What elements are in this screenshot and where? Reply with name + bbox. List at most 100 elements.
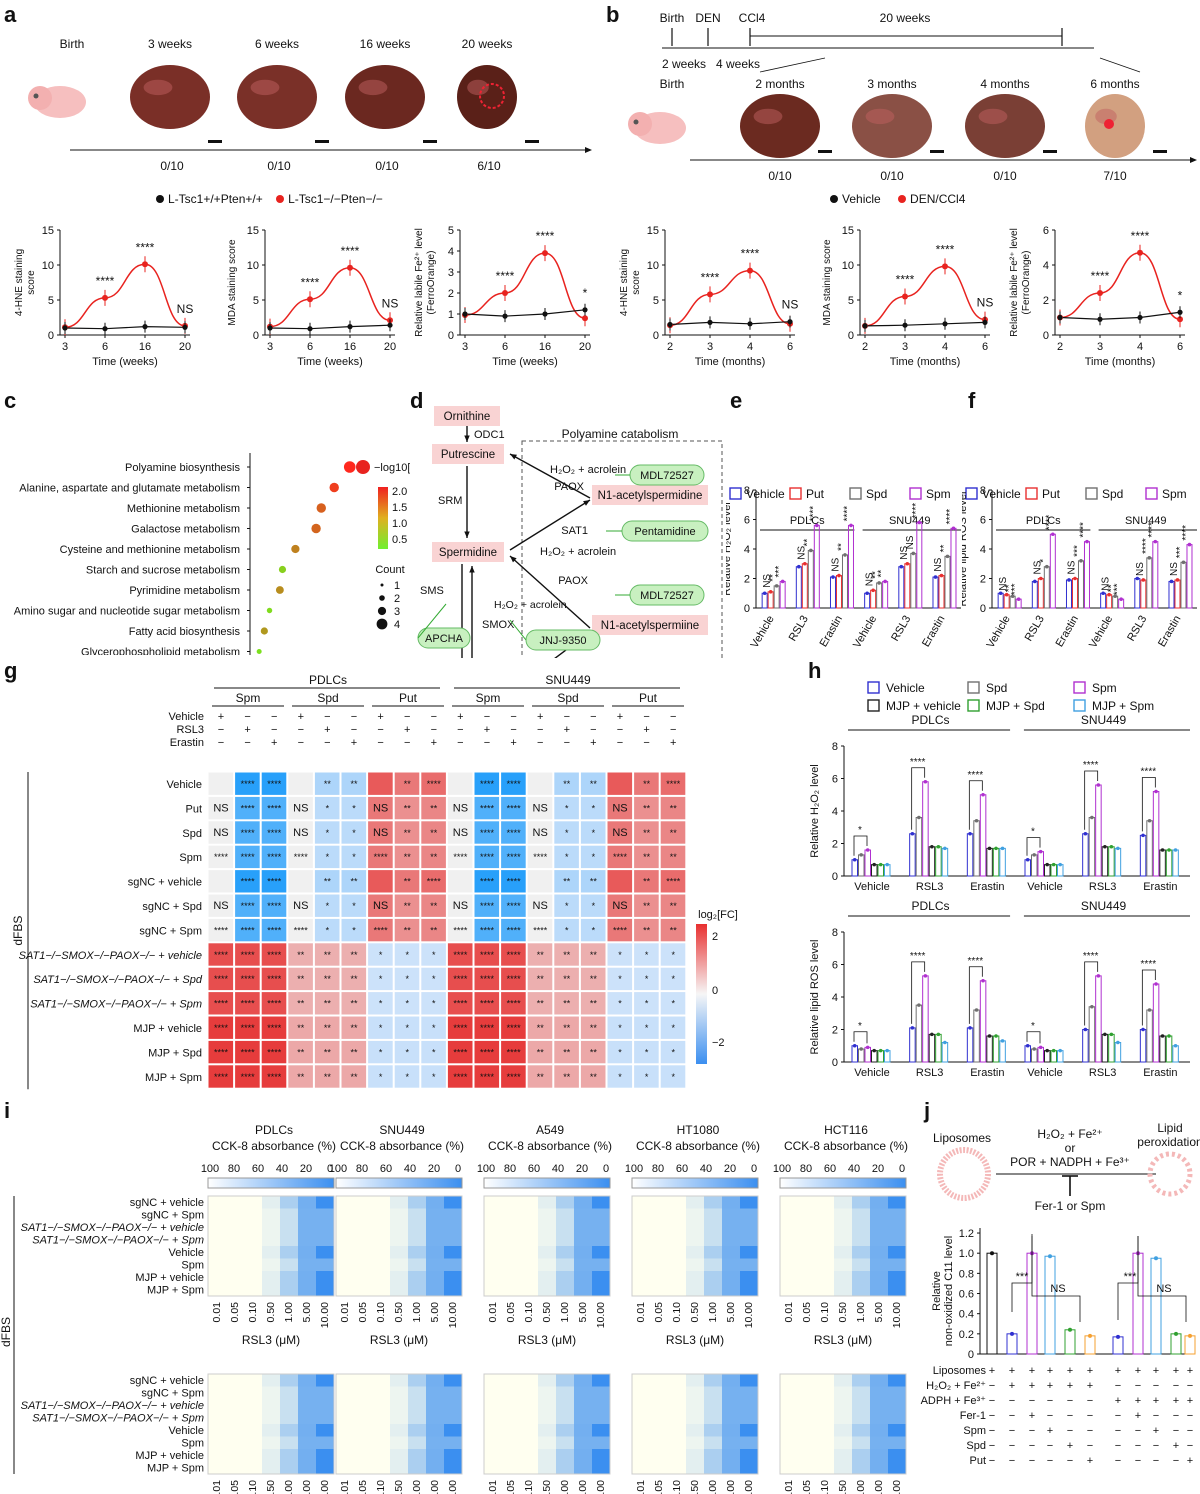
heat-cell xyxy=(280,1436,298,1449)
cell-sig: **** xyxy=(480,779,495,789)
series-line-treat xyxy=(864,265,986,327)
heat-cell xyxy=(340,820,368,845)
heat-cell xyxy=(606,844,634,870)
pathway-label-0: Polyamine biosynthesis xyxy=(125,462,240,474)
heat-cell xyxy=(870,1386,888,1399)
cell-sig: **** xyxy=(480,901,495,911)
heat-cell xyxy=(668,1374,686,1387)
heat-cell xyxy=(244,1221,262,1234)
cell-sig: **** xyxy=(374,852,389,862)
stage-label-4: 20 weeks xyxy=(462,37,513,51)
heat-cell xyxy=(226,1246,244,1259)
bar-dot xyxy=(865,591,869,596)
pathway-label-9: Glycerophospholipid metabolism xyxy=(81,647,240,656)
heat-cell xyxy=(244,1436,262,1449)
sig-label: **** xyxy=(1147,522,1158,538)
heat-cell xyxy=(336,1246,354,1259)
heat-cell xyxy=(420,795,447,821)
heat-cell xyxy=(316,1449,334,1462)
cell-sig: ** xyxy=(324,1072,332,1082)
heat-cell xyxy=(579,942,607,967)
cell-sig: **** xyxy=(294,852,309,862)
heat-cell xyxy=(260,771,288,796)
heat-cell xyxy=(852,1386,870,1399)
sig-label: **** xyxy=(842,506,853,522)
heat-cell xyxy=(244,1449,262,1462)
heat-cell xyxy=(426,1461,444,1474)
heat-cell xyxy=(870,1449,888,1462)
bar-dot xyxy=(917,1003,921,1007)
heat-cell xyxy=(659,795,687,821)
heat-cell xyxy=(287,1064,314,1089)
bar xyxy=(876,582,883,609)
heat-cell xyxy=(426,1208,444,1221)
heat-cell xyxy=(798,1399,816,1412)
heat-cell xyxy=(280,1271,298,1284)
bar-dot xyxy=(774,584,779,588)
heat-cell xyxy=(390,1233,408,1246)
cell-sig: **** xyxy=(214,950,229,960)
bar xyxy=(1077,560,1084,609)
heat-cell xyxy=(426,1374,444,1387)
heat-cell xyxy=(226,1283,244,1296)
x-tick-label: 6 xyxy=(1177,341,1183,353)
cell-sig: ** xyxy=(350,1023,358,1033)
heat-cell xyxy=(520,1386,538,1399)
heat-cell xyxy=(632,1221,650,1234)
y-axis-label: 4-HNE staining xyxy=(619,249,630,316)
sig-bracket xyxy=(853,835,868,856)
y-tick-label: 0 xyxy=(48,330,54,342)
heat-cell xyxy=(484,1399,502,1412)
cell-sig: **** xyxy=(480,1072,495,1082)
sign: − xyxy=(457,724,463,736)
bar xyxy=(1170,1333,1182,1355)
row-label-3: SAT1−/−SMOX−/−PAOX−/− + Spm xyxy=(32,1413,204,1425)
row-label-5: Spd xyxy=(966,1440,986,1452)
bar-dot xyxy=(1038,849,1043,854)
bar-dot xyxy=(1109,1032,1114,1037)
sign: − xyxy=(377,724,383,736)
sig-bracket xyxy=(1084,961,1099,1026)
cell-sig: ** xyxy=(537,950,545,960)
legend-tick: 0 xyxy=(751,1163,757,1175)
cell-sig: * xyxy=(432,974,436,984)
ratio-label-0: 0/10 xyxy=(160,159,184,173)
x-tick-label: 4 xyxy=(942,341,948,353)
y-tick-label: 4 xyxy=(832,806,838,818)
bar xyxy=(922,781,929,877)
cell-sig: * xyxy=(645,999,649,1009)
heat-cell xyxy=(592,1411,610,1424)
liver-image-3 xyxy=(345,65,425,129)
cell-sig: * xyxy=(326,828,330,838)
heat-cell xyxy=(393,1039,421,1065)
legend-box xyxy=(1073,699,1086,712)
row-label-5: Spm xyxy=(181,1260,204,1272)
heat-cell xyxy=(340,1039,368,1065)
heat-cell xyxy=(502,1271,520,1284)
heat-cell xyxy=(313,991,341,1016)
heat-cell xyxy=(686,1246,704,1259)
bar-dot xyxy=(1039,576,1043,581)
bar-dot xyxy=(859,1047,863,1051)
heat-cell xyxy=(888,1208,906,1221)
cell-sig: **** xyxy=(241,828,256,838)
cell-sig: NS xyxy=(533,827,548,839)
bar-dot xyxy=(1107,592,1111,597)
heat-cell xyxy=(408,1411,426,1424)
conc-label: 10.00 xyxy=(319,1480,331,1494)
heat-cell xyxy=(780,1258,798,1271)
heat-cell xyxy=(870,1221,888,1234)
heat-cell xyxy=(207,820,235,845)
heat-cell xyxy=(313,795,341,821)
heat-cell xyxy=(444,1461,462,1474)
heat-cell xyxy=(740,1399,758,1412)
sig-label: ** xyxy=(871,571,882,579)
treatment-label: RSL3 xyxy=(176,724,204,736)
sign: − xyxy=(457,737,463,749)
heat-cell xyxy=(280,1233,298,1246)
sign: + xyxy=(377,711,383,723)
heat-cell xyxy=(668,1221,686,1234)
heat-cell xyxy=(852,1246,870,1259)
point-ctrl xyxy=(307,326,313,332)
cell-sig: **** xyxy=(241,974,256,984)
